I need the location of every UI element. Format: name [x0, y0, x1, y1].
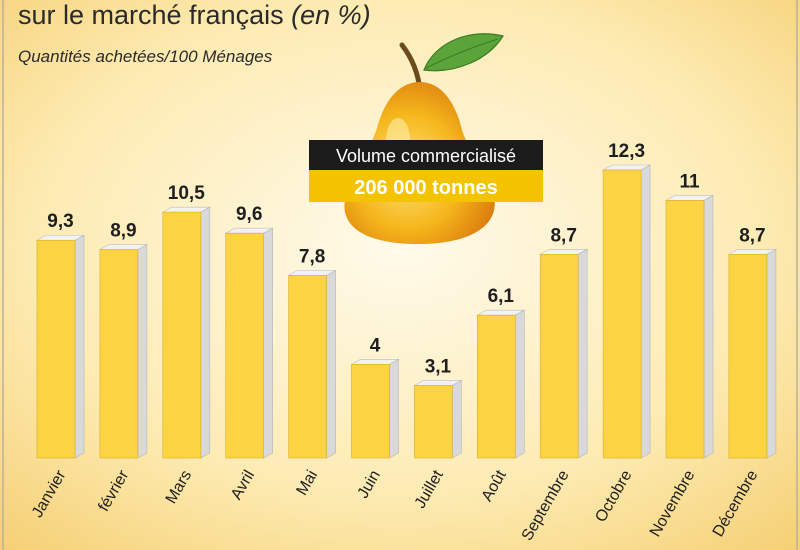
bar-side [514, 309, 525, 459]
bar-face [162, 211, 202, 459]
value-label: 12,3 [608, 141, 645, 162]
chart-title-main: sur le marché français [18, 0, 291, 30]
bar [98, 244, 149, 459]
bar-face [476, 314, 516, 459]
value-label: 7,8 [299, 246, 325, 267]
chart-subtitle: Quantités achetées/100 Ménages [18, 47, 273, 66]
bar-side [640, 164, 651, 459]
callout-value-bg [309, 170, 543, 202]
bar-side [577, 248, 588, 459]
value-labels: 9,3 8,9 10,5 9,6 7,8 4 3,1 6,1 8,7 12,3 11 8,7 [47, 141, 765, 377]
bar-face [351, 364, 390, 459]
bar-side [200, 206, 211, 459]
chart-title: sur le marché français (en %) [18, 0, 371, 30]
bar-side [74, 234, 85, 459]
pear-leaf [423, 33, 504, 72]
pear-leaf-vein [425, 38, 499, 69]
bar [601, 164, 652, 459]
value-label: 11 [679, 171, 700, 192]
callout-title: Volume commercialisé [336, 146, 516, 166]
bar [727, 248, 778, 459]
bar-side [766, 248, 777, 459]
bar-side [263, 227, 274, 459]
value-label: 8,7 [550, 225, 576, 246]
bar-face [414, 385, 453, 459]
bar [350, 358, 400, 459]
bar [287, 269, 337, 459]
chart-title-unit: (en %) [291, 0, 371, 30]
bar [476, 309, 526, 459]
bar [539, 248, 589, 459]
callout-title-bg [309, 140, 543, 170]
bar [161, 206, 211, 459]
callout-value: 206 000 tonnes [354, 177, 497, 199]
bar-face [225, 232, 264, 459]
bar-side [452, 379, 462, 459]
bar-side [137, 244, 148, 459]
value-label: 6,1 [488, 286, 515, 307]
bar-face [728, 253, 768, 459]
bar [664, 194, 715, 459]
bar-side [703, 194, 714, 459]
bars [35, 164, 778, 459]
bar-face [602, 169, 642, 459]
bar-side [326, 269, 336, 459]
value-label: 4 [370, 335, 381, 356]
value-label: 9,3 [47, 211, 73, 232]
bar-face [539, 253, 579, 459]
callout-box: Volume commercialisé 206 000 tonnes [309, 140, 543, 202]
value-label: 8,7 [739, 225, 765, 246]
bar-face [99, 249, 139, 459]
bar-side [389, 358, 399, 459]
bar-face [288, 275, 327, 459]
value-label: 9,6 [236, 204, 262, 225]
bar [224, 227, 274, 459]
bar-face [36, 239, 76, 459]
value-label: 10,5 [168, 183, 205, 204]
value-label: 8,9 [110, 221, 136, 242]
value-label: 3,1 [425, 356, 452, 377]
bar [35, 234, 86, 459]
bar [413, 379, 463, 459]
bar-face [665, 200, 705, 459]
